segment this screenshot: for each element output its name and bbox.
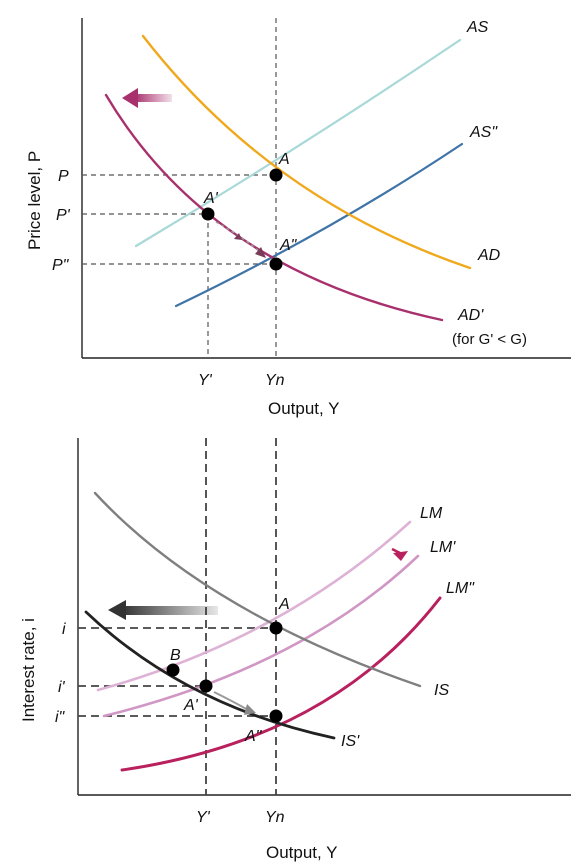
point-a2-bottom [269,709,283,723]
top-y-axis-title: Price level, P [25,151,44,250]
lm-shift-arrow [393,551,408,561]
label-point-a1-bottom: A' [183,697,199,714]
label-as2: AS" [469,124,498,141]
tick-i2: i" [55,709,66,726]
top-x-axis-title: Output, Y [268,399,340,418]
adjustment-arrowhead-bottom [244,704,256,715]
label-point-a2-bottom: A" [244,728,263,745]
label-as: AS [466,19,489,36]
tick-y1-bottom: Y' [196,809,211,826]
tick-yn-top: Yn [265,372,285,389]
ad2-curve [104,93,444,322]
bottom-x-axis-title: Output, Y [266,843,338,862]
as2-curve [174,142,464,308]
label-is2: IS' [341,733,360,750]
label-lm2: LM' [430,539,456,556]
as-ad-panel: A A' A" AS AS" AD AD' (for G' < G) P P' … [25,18,571,418]
is-lm-panel: A B A' A" LM LM' LM" IS IS' i i' i" Y' Y… [19,438,571,862]
label-ad2: AD' [457,307,484,324]
point-a1-top [201,207,215,221]
label-is: IS [434,682,449,699]
label-point-a1-top: A' [203,190,219,207]
label-ad2-note: (for G' < G) [452,331,527,348]
point-a-top [269,168,283,182]
ad-shift-arrow [122,88,172,108]
tick-i1: i' [58,679,66,696]
point-a2-top [269,257,283,271]
tick-p: P [58,168,69,185]
is-shift-arrow [108,600,218,620]
tick-p2: P" [52,257,70,274]
is-curve [93,491,422,688]
point-a1-bottom [199,679,213,693]
lm2-curve [102,554,420,718]
lm3-curve [120,596,442,772]
is2-curve [84,610,336,740]
label-point-a-top: A [278,151,290,168]
label-point-b-bottom: B [170,647,181,664]
point-b-bottom [166,663,180,677]
tick-i: i [62,621,66,638]
label-point-a-bottom: A [278,596,290,613]
label-point-a2-top: A" [279,237,298,254]
tick-yn-bottom: Yn [265,809,285,826]
bottom-y-axis-title: Interest rate, i [19,618,38,722]
tick-y1-top: Y' [198,372,213,389]
ad-curve [141,34,472,270]
label-ad: AD [477,247,501,264]
tick-p1: P' [56,207,71,224]
adjustment-arrowhead-top [255,247,266,258]
label-lm: LM [420,505,443,522]
adjustment-path-top [215,221,263,255]
as-curve [134,38,462,248]
lm-curve [96,520,412,692]
point-a-bottom [269,621,283,635]
label-lm3: LM" [446,580,475,597]
